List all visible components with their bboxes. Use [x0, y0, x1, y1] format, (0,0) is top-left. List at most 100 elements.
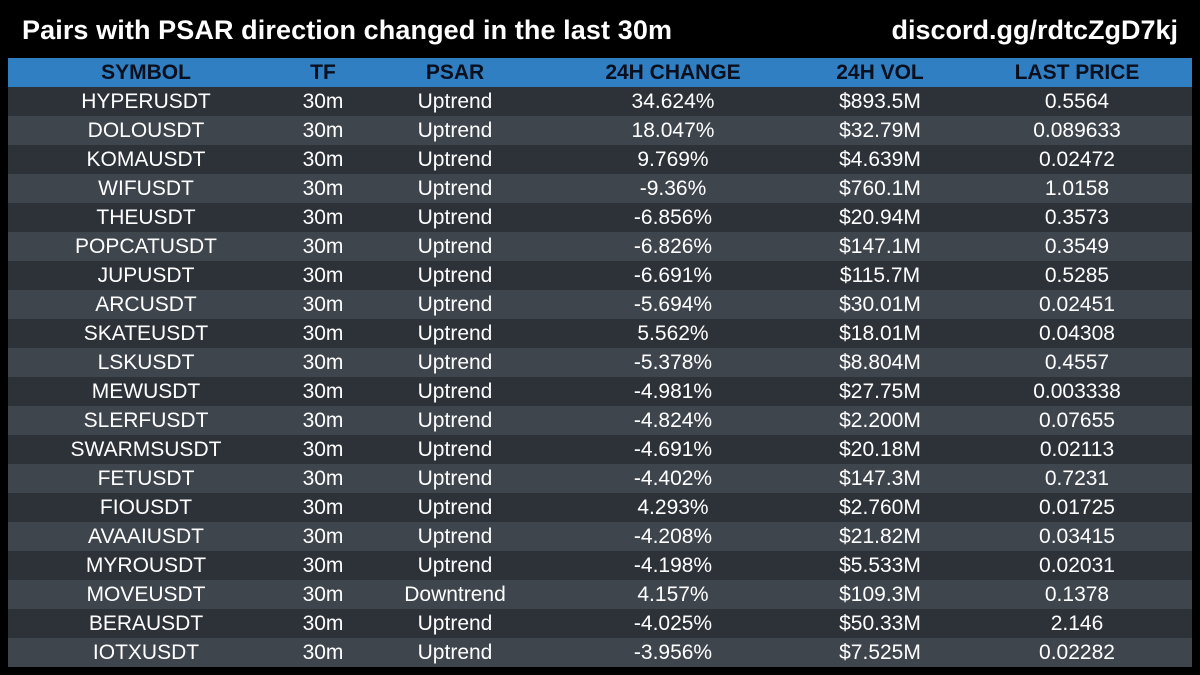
- symbol-cell: KOMAUSDT: [86, 147, 206, 171]
- table-row: THEUSDT 30m Uptrend -6.856% $20.94M 0.3573: [8, 203, 1192, 232]
- price-cell: 0.089633: [1033, 118, 1121, 142]
- symbol-cell: MEWUSDT: [91, 379, 201, 403]
- price-cell: 0.02472: [1039, 147, 1115, 171]
- symbol-cell: MYROUSDT: [85, 553, 207, 577]
- price-cell: 0.02031: [1039, 553, 1115, 577]
- change-cell: 18.047%: [631, 118, 715, 142]
- volume-cell: $18.01M: [839, 321, 921, 345]
- symbol-cell: POPCATUSDT: [75, 234, 217, 258]
- tf-cell: 30m: [302, 437, 344, 461]
- symbol-cell: HYPERUSDT: [81, 89, 211, 113]
- change-cell: -3.956%: [633, 640, 713, 664]
- table-header-row: SYMBOL TF PSAR 24H CHANGE 24H VOL LAST P…: [8, 58, 1192, 87]
- price-cell: 0.3549: [1044, 234, 1110, 258]
- symbol-cell: WIFUSDT: [98, 176, 194, 200]
- price-cell: 1.0158: [1044, 176, 1110, 200]
- table-row: JUPUSDT 30m Uptrend -6.691% $115.7M 0.5285: [8, 261, 1192, 290]
- price-cell: 0.02282: [1039, 640, 1115, 664]
- psar-cell: Uptrend: [417, 292, 493, 316]
- tf-cell: 30m: [302, 640, 344, 664]
- table-row: MEWUSDT 30m Uptrend -4.981% $27.75M 0.003338: [8, 377, 1192, 406]
- change-cell: -9.36%: [639, 176, 707, 200]
- column-header-24h-vol: 24H VOL: [836, 60, 924, 84]
- volume-cell: $30.01M: [839, 292, 921, 316]
- table-row: ARCUSDT 30m Uptrend -5.694% $30.01M 0.02451: [8, 290, 1192, 319]
- price-cell: 0.02451: [1039, 292, 1115, 316]
- change-cell: 9.769%: [637, 147, 709, 171]
- tf-cell: 30m: [302, 466, 344, 490]
- price-cell: 2.146: [1050, 611, 1104, 635]
- psar-cell: Uptrend: [417, 321, 493, 345]
- tf-cell: 30m: [302, 408, 344, 432]
- volume-cell: $27.75M: [839, 379, 921, 403]
- price-cell: 0.4557: [1044, 350, 1110, 374]
- volume-cell: $5.533M: [839, 553, 921, 577]
- change-cell: -6.856%: [633, 205, 713, 229]
- volume-cell: $7.525M: [839, 640, 921, 664]
- symbol-cell: MOVEUSDT: [86, 582, 206, 606]
- change-cell: -6.826%: [633, 234, 713, 258]
- tf-cell: 30m: [302, 350, 344, 374]
- change-cell: -5.694%: [633, 292, 713, 316]
- change-cell: 4.157%: [637, 582, 709, 606]
- table-row: POPCATUSDT 30m Uptrend -6.826% $147.1M 0.3549: [8, 232, 1192, 261]
- table-row: FIOUSDT 30m Uptrend 4.293% $2.760M 0.01725: [8, 493, 1192, 522]
- tf-cell: 30m: [302, 582, 344, 606]
- tf-cell: 30m: [302, 263, 344, 287]
- symbol-cell: LSKUSDT: [97, 350, 195, 374]
- column-header-last-price: LAST PRICE: [1014, 60, 1140, 84]
- symbol-cell: FIOUSDT: [99, 495, 193, 519]
- tf-cell: 30m: [302, 234, 344, 258]
- psar-cell: Uptrend: [417, 89, 493, 113]
- change-cell: -6.691%: [633, 263, 713, 287]
- price-cell: 0.5285: [1044, 263, 1110, 287]
- volume-cell: $2.760M: [839, 495, 921, 519]
- volume-cell: $760.1M: [839, 176, 921, 200]
- psar-cell: Uptrend: [417, 437, 493, 461]
- price-cell: 0.07655: [1039, 408, 1115, 432]
- symbol-cell: SLERFUSDT: [83, 408, 209, 432]
- volume-cell: $4.639M: [839, 147, 921, 171]
- psar-cell: Uptrend: [417, 524, 493, 548]
- table-row: HYPERUSDT 30m Uptrend 34.624% $893.5M 0.5564: [8, 87, 1192, 116]
- tf-cell: 30m: [302, 89, 344, 113]
- change-cell: -5.378%: [633, 350, 713, 374]
- psar-table: SYMBOL TF PSAR 24H CHANGE 24H VOL LAST P…: [8, 58, 1192, 667]
- price-cell: 0.03415: [1039, 524, 1115, 548]
- tf-cell: 30m: [302, 147, 344, 171]
- volume-cell: $20.94M: [839, 205, 921, 229]
- tf-cell: 30m: [302, 553, 344, 577]
- change-cell: 34.624%: [631, 89, 715, 113]
- discord-invite: discord.gg/rdtcZgD7kj: [891, 15, 1178, 45]
- table-row: KOMAUSDT 30m Uptrend 9.769% $4.639M 0.02472: [8, 145, 1192, 174]
- symbol-cell: AVAAIUSDT: [88, 524, 204, 548]
- table-row: MYROUSDT 30m Uptrend -4.198% $5.533M 0.02031: [8, 551, 1192, 580]
- psar-cell: Uptrend: [417, 118, 493, 142]
- column-header-tf: TF: [310, 60, 336, 84]
- symbol-cell: FETUSDT: [97, 466, 195, 490]
- change-cell: -4.981%: [633, 379, 713, 403]
- tf-cell: 30m: [302, 495, 344, 519]
- price-cell: 0.04308: [1039, 321, 1115, 345]
- price-cell: 0.5564: [1044, 89, 1110, 113]
- psar-cell: Uptrend: [417, 495, 493, 519]
- tf-cell: 30m: [302, 205, 344, 229]
- table-row: MOVEUSDT 30m Downtrend 4.157% $109.3M 0.1378: [8, 580, 1192, 609]
- volume-cell: $147.1M: [839, 234, 921, 258]
- price-cell: 0.3573: [1044, 205, 1110, 229]
- psar-cell: Uptrend: [417, 379, 493, 403]
- change-cell: -4.824%: [633, 408, 713, 432]
- page-title: Pairs with PSAR direction changed in the…: [22, 15, 673, 45]
- price-cell: 0.02113: [1039, 437, 1115, 461]
- symbol-cell: BERAUSDT: [88, 611, 204, 635]
- change-cell: -4.208%: [633, 524, 713, 548]
- psar-cell: Uptrend: [417, 611, 493, 635]
- volume-cell: $32.79M: [839, 118, 921, 142]
- table-row: FETUSDT 30m Uptrend -4.402% $147.3M 0.7231: [8, 464, 1192, 493]
- symbol-cell: SWARMSUSDT: [70, 437, 222, 461]
- volume-cell: $8.804M: [839, 350, 921, 374]
- volume-cell: $115.7M: [839, 263, 921, 287]
- table-body: HYPERUSDT 30m Uptrend 34.624% $893.5M 0.5564 D…: [8, 87, 1192, 667]
- tf-cell: 30m: [302, 611, 344, 635]
- change-cell: -4.198%: [633, 553, 713, 577]
